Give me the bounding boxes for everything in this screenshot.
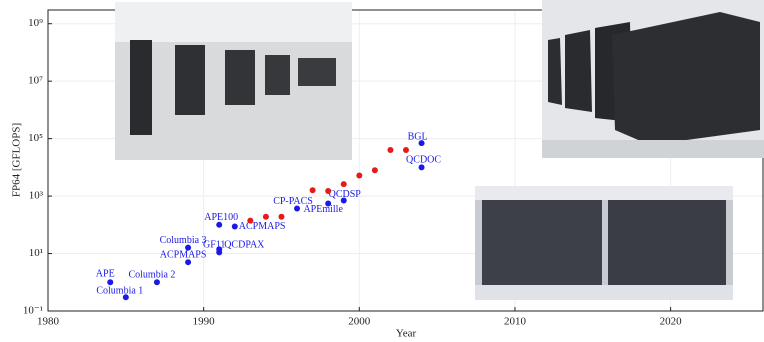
data-point xyxy=(340,181,347,188)
data-point xyxy=(325,188,332,195)
point-label: QCDOC xyxy=(406,155,441,166)
y-tick-label: 10⁻¹ xyxy=(23,305,43,317)
point-label: ACPMAPS xyxy=(239,221,286,232)
data-point xyxy=(153,279,160,286)
data-point xyxy=(262,213,269,220)
point-label: BGL xyxy=(408,131,428,142)
photo-supercomputer-cabinets xyxy=(542,0,764,158)
y-tick-label: 10¹ xyxy=(29,247,43,259)
x-tick-label: 2000 xyxy=(348,316,371,328)
y-axis-label: FP64 [GFLOPS] xyxy=(11,123,23,197)
data-point xyxy=(185,259,192,266)
photo-machine-racks xyxy=(475,186,733,300)
data-point xyxy=(325,200,332,207)
y-tick-label: 10³ xyxy=(29,190,44,202)
point-label: QCDPAX xyxy=(224,240,265,251)
photo-supercomputer-room xyxy=(115,2,352,160)
data-point xyxy=(122,294,129,301)
point-label: Columbia 1 xyxy=(96,286,143,297)
data-point xyxy=(231,223,238,230)
point-label: Columbia 2 xyxy=(128,270,175,281)
data-point xyxy=(309,187,316,194)
data-point xyxy=(418,140,425,147)
data-point xyxy=(356,172,363,179)
data-point xyxy=(371,167,378,174)
y-tick-label: 10⁵ xyxy=(28,132,43,144)
data-point xyxy=(387,147,394,154)
point-label: APE xyxy=(96,269,115,280)
point-label: CP-PACS xyxy=(273,196,313,207)
axes-frame xyxy=(47,9,764,312)
x-tick-label: 1990 xyxy=(193,316,216,328)
data-point xyxy=(216,221,223,228)
data-point xyxy=(418,164,425,171)
point-label: QCDSP xyxy=(329,189,362,200)
point-label: APEmille xyxy=(303,204,343,215)
data-point xyxy=(340,197,347,204)
point-label: GF11 xyxy=(203,240,225,251)
x-tick-label: 2010 xyxy=(504,316,527,328)
point-label: APE100 xyxy=(204,212,238,223)
data-point xyxy=(294,205,301,212)
data-point xyxy=(216,246,223,253)
x-axis-label: Year xyxy=(396,328,417,340)
y-tick-label: 10⁹ xyxy=(28,17,43,29)
x-tick-label: 1980 xyxy=(37,316,60,328)
data-point xyxy=(247,217,254,224)
y-tick-label: 10⁷ xyxy=(28,75,43,87)
x-tick-label: 2020 xyxy=(660,316,683,328)
point-label: Columbia 3 xyxy=(160,235,207,246)
point-label: ACPMAPS xyxy=(160,249,207,260)
data-point xyxy=(403,147,409,154)
data-point xyxy=(278,213,285,220)
data-point xyxy=(185,244,192,251)
data-point xyxy=(107,279,114,286)
